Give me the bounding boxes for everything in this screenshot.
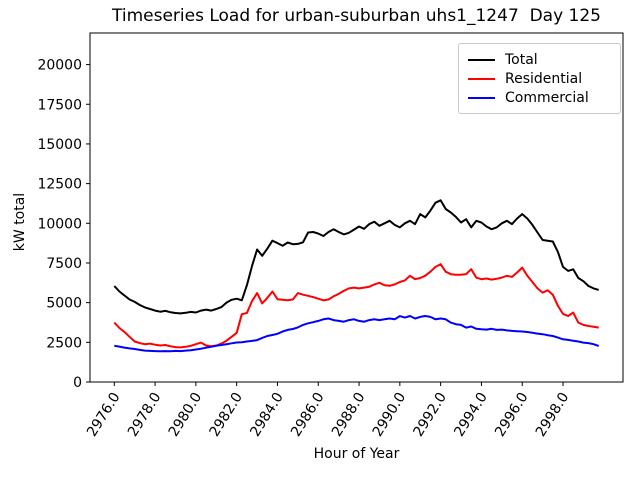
legend-label-commercial: Commercial xyxy=(505,89,589,106)
legend-line-total xyxy=(468,58,495,61)
x-tick-label: 2992.0 xyxy=(410,390,450,440)
y-tick-label: 5000 xyxy=(46,296,82,312)
series-line-residential xyxy=(113,263,599,349)
chart-title: Timeseries Load for urban-suburban uhs1_… xyxy=(112,6,601,26)
legend-item-commercial: Commercial xyxy=(468,88,620,107)
y-tick-label: 12500 xyxy=(37,177,82,193)
y-tick-label: 17500 xyxy=(37,97,82,113)
x-tick-label: 2980.0 xyxy=(166,390,206,440)
legend-label-total: Total xyxy=(505,51,538,68)
x-tick-label: 2996.0 xyxy=(492,390,532,440)
y-axis-ticks: 0 2500 5000 7500 10000 12500 15000 17500 20000 xyxy=(37,58,90,391)
x-tick-label: 2994.0 xyxy=(451,390,491,440)
series-line-total xyxy=(113,199,599,315)
y-tick-label: 10000 xyxy=(37,216,82,232)
y-tick-label: 2500 xyxy=(46,335,82,351)
y-tick-label: 20000 xyxy=(37,58,82,74)
x-tick-label: 2976.0 xyxy=(84,390,124,440)
x-axis-label: Hour of Year xyxy=(313,446,400,462)
legend-line-residential xyxy=(468,77,495,80)
legend-line-commercial xyxy=(468,96,495,99)
x-tick-label: 2982.0 xyxy=(207,390,247,440)
y-tick-label: 0 xyxy=(73,375,82,391)
legend-item-total: Total xyxy=(468,50,620,69)
x-tick-label: 2998.0 xyxy=(533,390,573,440)
series-lines xyxy=(113,199,600,353)
x-tick-label: 2978.0 xyxy=(125,390,165,440)
series-line-commercial xyxy=(114,315,600,353)
x-tick-label: 2986.0 xyxy=(288,390,328,440)
x-tick-label: 2984.0 xyxy=(247,390,287,440)
axes-frame xyxy=(89,32,624,383)
legend-label-residential: Residential xyxy=(505,70,583,87)
x-tick-label: 2988.0 xyxy=(329,390,369,440)
x-tick-label: 2990.0 xyxy=(370,390,410,440)
x-axis-ticks: 2976.0 2978.0 2980.0 2982.0 2984.0 2986.0 2988… xyxy=(84,382,572,440)
y-tick-label: 7500 xyxy=(46,256,82,272)
legend-item-residential: Residential xyxy=(468,69,620,88)
legend: Total Residential Commercial xyxy=(458,43,621,114)
y-tick-label: 15000 xyxy=(37,137,82,153)
